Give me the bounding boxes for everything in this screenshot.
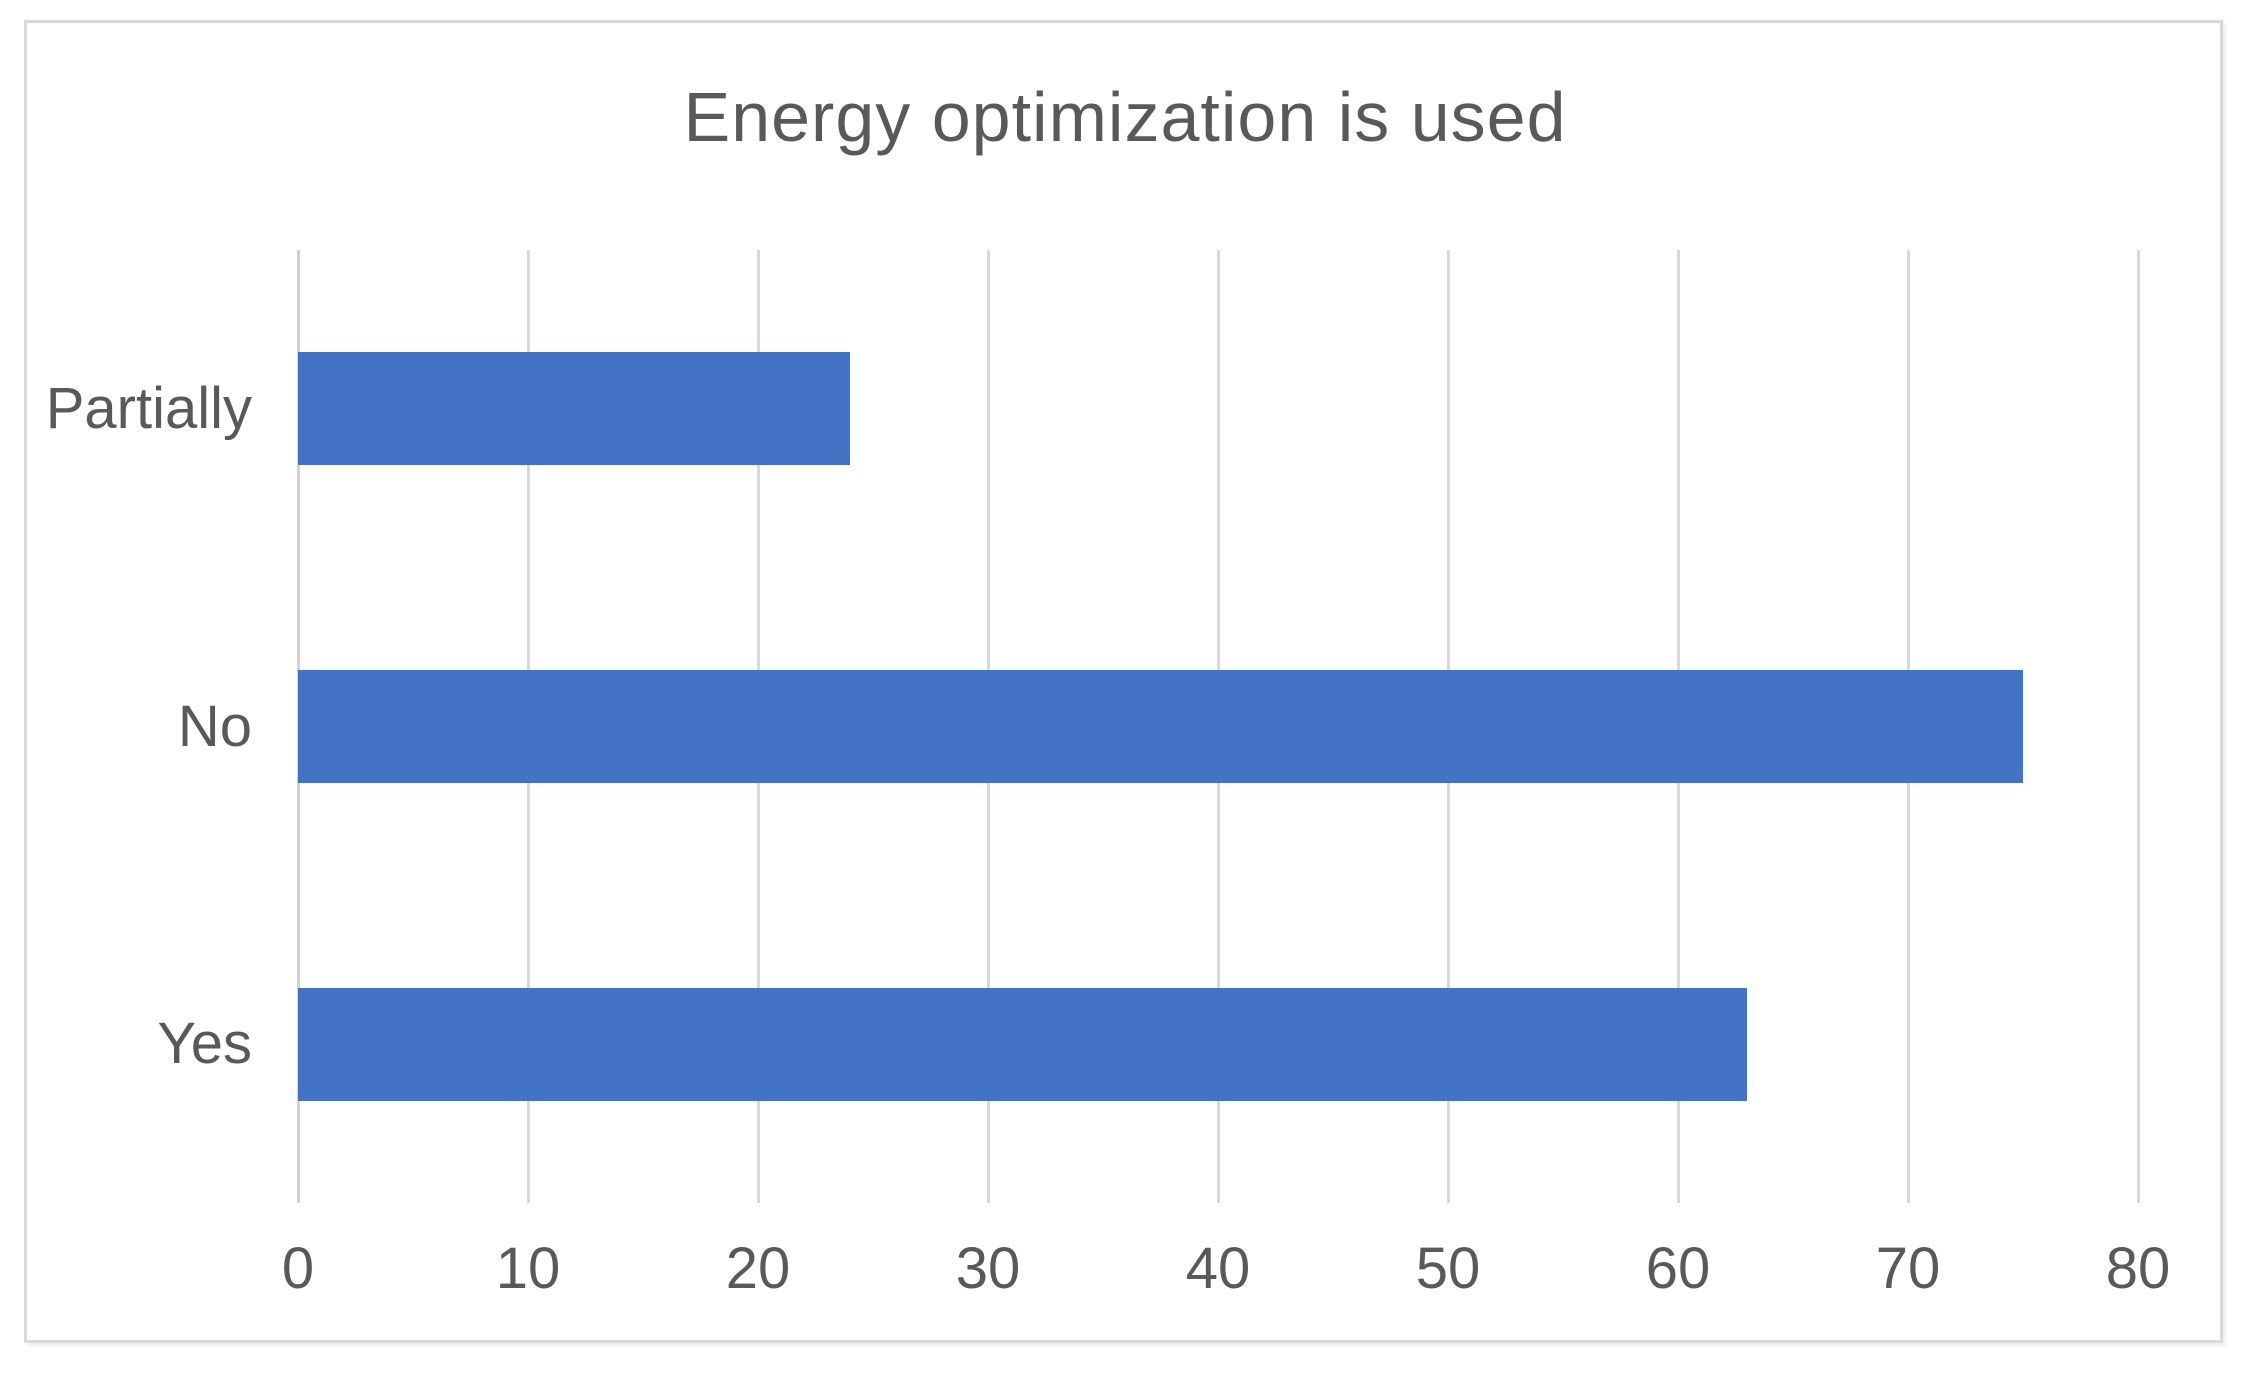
bar-partially [298,352,850,465]
category-label-yes: Yes [157,1011,252,1076]
x-tick-label: 70 [1875,1236,1941,1301]
plot-area [296,250,2140,1203]
category-label-partially: Partially [45,376,252,441]
x-tick-label: 50 [1415,1236,1481,1301]
x-tick-label: 80 [2105,1236,2171,1301]
gridline [2136,250,2140,1203]
bar-yes [298,988,1747,1101]
bar-no [298,670,2023,783]
x-tick-label: 10 [495,1236,561,1301]
x-tick-label: 60 [1645,1236,1711,1301]
chart-title: Energy optimization is used [683,78,1567,156]
x-tick-label: 40 [1185,1236,1251,1301]
x-tick-label: 30 [955,1236,1021,1301]
category-label-no: No [177,694,252,759]
x-tick-label: 0 [281,1236,315,1301]
x-tick-label: 20 [725,1236,791,1301]
